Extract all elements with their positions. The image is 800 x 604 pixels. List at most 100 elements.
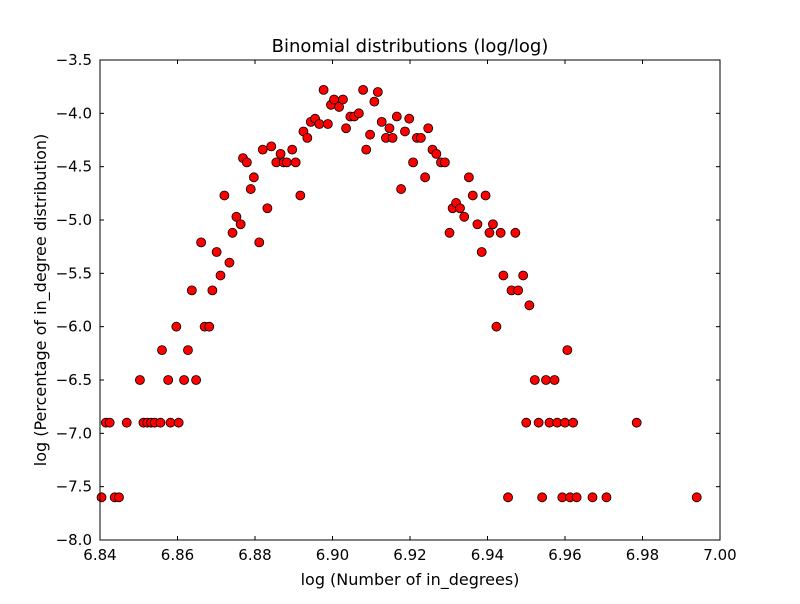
y-tick-label: −5.0: [56, 211, 92, 229]
data-point: [491, 321, 502, 332]
x-axis-label: log (Number of in_degrees): [301, 570, 520, 590]
data-point: [484, 227, 495, 238]
data-point: [322, 119, 333, 129]
x-tick-label: 6.92: [393, 546, 426, 564]
data-point: [518, 270, 529, 281]
data-point: [96, 492, 107, 503]
data-point: [521, 417, 532, 428]
data-point: [415, 132, 426, 143]
y-tick-label: −4.0: [56, 104, 92, 122]
y-tick-label: −8.0: [56, 531, 92, 549]
data-point: [227, 227, 238, 238]
data-point: [376, 116, 387, 127]
data-point: [503, 492, 513, 503]
data-point: [400, 126, 410, 137]
data-point: [391, 111, 402, 122]
data-points: [96, 84, 702, 503]
data-point: [541, 375, 551, 385]
data-point: [455, 203, 465, 214]
data-point: [266, 141, 277, 152]
data-point: [423, 123, 434, 134]
x-tick-label: 6.88: [238, 546, 271, 564]
data-point: [524, 300, 535, 311]
data-point: [562, 345, 573, 356]
data-point: [372, 87, 383, 97]
chart-title: Binomial distributions (log/log): [272, 36, 549, 57]
data-point: [513, 285, 524, 296]
data-point: [353, 108, 364, 119]
data-point: [179, 375, 189, 385]
data-point: [157, 345, 167, 356]
data-point: [408, 157, 419, 168]
data-point: [173, 417, 184, 428]
data-point: [204, 321, 215, 332]
data-point: [165, 417, 176, 428]
data-point: [104, 417, 115, 428]
data-point: [196, 237, 207, 248]
y-tick-label: −6.5: [56, 371, 92, 389]
data-point: [245, 184, 256, 194]
data-point: [163, 375, 174, 385]
data-point: [463, 172, 474, 183]
data-point: [295, 190, 306, 201]
data-point: [207, 285, 218, 296]
data-point: [358, 84, 369, 95]
data-point: [290, 157, 301, 168]
data-point: [121, 417, 132, 428]
data-point: [420, 172, 431, 183]
data-point: [472, 219, 483, 230]
data-point: [114, 492, 124, 503]
data-point: [215, 270, 226, 281]
data-point: [533, 417, 544, 428]
y-tick-label: −7.0: [56, 424, 92, 442]
data-point: [318, 84, 329, 95]
data-point: [549, 375, 560, 385]
x-tick-label: 6.84: [83, 546, 116, 564]
data-point: [467, 190, 478, 201]
data-point: [211, 247, 222, 257]
data-point: [281, 157, 292, 168]
data-point: [480, 190, 491, 201]
data-point: [314, 119, 325, 129]
data-point: [248, 172, 259, 183]
y-tick-label: −6.0: [56, 318, 92, 336]
data-point: [302, 132, 313, 143]
data-point: [384, 123, 395, 134]
x-tick-label: 6.94: [471, 546, 504, 564]
y-tick-label: −7.5: [56, 478, 92, 496]
data-point: [224, 257, 235, 268]
data-point: [488, 219, 498, 230]
y-tick-label: −3.5: [56, 51, 92, 69]
data-point: [231, 211, 242, 222]
data-point: [369, 96, 380, 107]
y-axis-label: log (Percentage of in_degree distributio…: [31, 134, 51, 466]
data-point: [183, 345, 193, 356]
data-point: [431, 148, 442, 159]
data-point: [691, 492, 702, 503]
data-point: [135, 375, 145, 385]
data-point: [404, 113, 415, 124]
data-point: [529, 375, 540, 385]
data-point: [287, 144, 298, 155]
data-point: [571, 492, 582, 503]
data-point: [537, 492, 548, 503]
y-tick-label: −5.5: [56, 264, 92, 282]
data-point: [587, 492, 598, 503]
data-point: [601, 492, 612, 503]
x-tick-label: 6.90: [316, 546, 349, 564]
data-point: [560, 417, 570, 428]
data-point: [365, 129, 375, 140]
data-point: [510, 227, 521, 238]
data-point: [568, 417, 579, 428]
x-tick-label: 7.00: [703, 546, 736, 564]
data-point: [341, 123, 351, 134]
data-point: [338, 94, 348, 105]
data-point: [444, 227, 455, 238]
data-point: [186, 285, 197, 296]
data-point: [257, 144, 268, 155]
data-point: [387, 132, 398, 143]
data-point: [171, 321, 182, 332]
